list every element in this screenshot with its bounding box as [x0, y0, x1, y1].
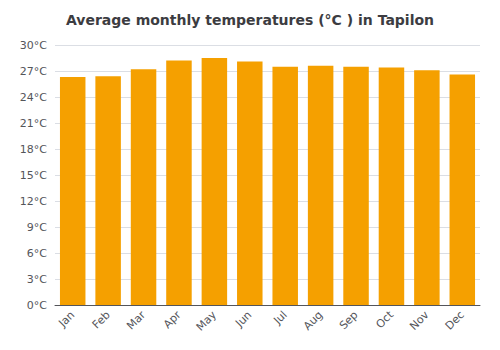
- svg-text:Nov: Nov: [407, 308, 432, 333]
- svg-text:3°C: 3°C: [27, 273, 47, 286]
- svg-text:Aug: Aug: [301, 308, 325, 332]
- svg-text:6°C: 6°C: [27, 247, 47, 260]
- svg-text:May: May: [194, 308, 220, 334]
- svg-text:27°C: 27°C: [20, 65, 47, 78]
- svg-text:Oct: Oct: [373, 308, 396, 331]
- svg-text:Jul: Jul: [271, 308, 290, 327]
- svg-text:Average monthly temperatures (: Average monthly temperatures (°C ) in Ta…: [66, 12, 434, 28]
- svg-text:30°C: 30°C: [20, 39, 47, 52]
- svg-text:Feb: Feb: [90, 308, 113, 331]
- svg-text:15°C: 15°C: [20, 169, 47, 182]
- svg-text:Jan: Jan: [55, 308, 77, 330]
- svg-text:Jun: Jun: [232, 308, 254, 330]
- svg-text:18°C: 18°C: [20, 143, 47, 156]
- svg-text:Apr: Apr: [161, 308, 184, 331]
- svg-text:Dec: Dec: [443, 308, 467, 332]
- svg-text:12°C: 12°C: [20, 195, 47, 208]
- svg-text:0°C: 0°C: [27, 299, 47, 312]
- svg-text:Mar: Mar: [124, 308, 148, 332]
- svg-text:24°C: 24°C: [20, 91, 47, 104]
- svg-text:Sep: Sep: [337, 308, 361, 332]
- svg-text:9°C: 9°C: [27, 221, 47, 234]
- svg-text:21°C: 21°C: [20, 117, 47, 130]
